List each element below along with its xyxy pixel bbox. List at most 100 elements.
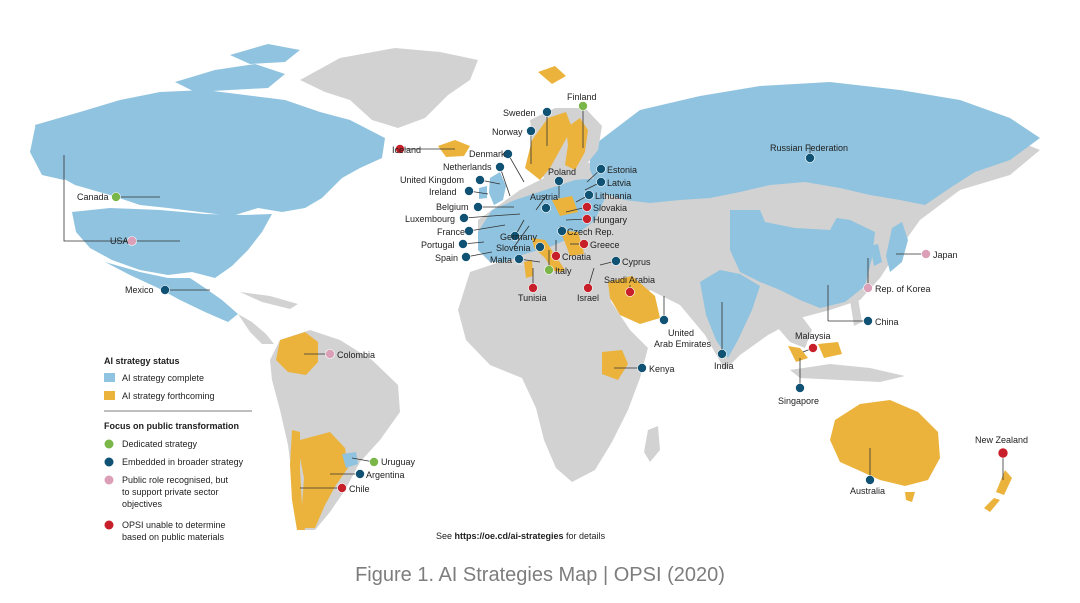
marker-finland[interactable] xyxy=(578,101,588,111)
marker-italy[interactable] xyxy=(544,265,554,275)
marker-luxembourg[interactable] xyxy=(459,213,469,223)
label-hungary: Hungary xyxy=(593,215,628,225)
new-zealand-shape[interactable] xyxy=(996,470,1012,495)
marker-norway[interactable] xyxy=(526,126,536,136)
marker-russia[interactable] xyxy=(805,153,815,163)
label-australia: Australia xyxy=(850,486,885,496)
label-poland: Poland xyxy=(548,167,576,177)
landmasses xyxy=(30,44,1040,530)
marker-greece[interactable] xyxy=(579,239,589,249)
marker-denmark[interactable] xyxy=(503,149,513,159)
marker-uae-1[interactable] xyxy=(659,315,669,325)
western-europe-shape[interactable] xyxy=(478,178,605,262)
malaysia-shape[interactable] xyxy=(788,346,808,362)
svalbard-shape xyxy=(538,66,566,84)
tasmania-shape xyxy=(905,492,915,502)
uruguay-shape[interactable] xyxy=(342,452,358,468)
marker-china[interactable] xyxy=(863,316,873,326)
marker-mexico[interactable] xyxy=(160,285,170,295)
label-new-zealand: New Zealand xyxy=(975,435,1028,445)
legend-swatch-complete xyxy=(104,373,115,382)
marker-new-zealand[interactable] xyxy=(997,447,1009,459)
marker-korea[interactable] xyxy=(863,283,873,293)
marker-saudi[interactable] xyxy=(625,287,635,297)
marker-germany[interactable] xyxy=(510,231,520,241)
marker-uk[interactable] xyxy=(475,175,485,185)
australia-shape[interactable] xyxy=(830,400,940,486)
marker-austria[interactable] xyxy=(541,203,551,213)
marker-belgium[interactable] xyxy=(473,202,483,212)
iceland-shape[interactable] xyxy=(438,140,470,157)
label-estonia: Estonia xyxy=(607,165,637,175)
korea-shape[interactable] xyxy=(870,244,882,266)
marker-cyprus[interactable] xyxy=(611,256,621,266)
marker-usa[interactable] xyxy=(127,236,137,246)
marker-lithuania[interactable] xyxy=(584,190,594,200)
caribbean-shape xyxy=(240,292,298,309)
marker-slovenia[interactable] xyxy=(535,242,545,252)
marker-sweden[interactable] xyxy=(542,107,552,117)
marker-ireland[interactable] xyxy=(464,186,474,196)
india-shape[interactable] xyxy=(700,270,760,358)
marker-hungary[interactable] xyxy=(582,214,592,224)
details-note-suffix: for details xyxy=(564,531,606,541)
indonesia-shape xyxy=(790,364,905,382)
greece-shape[interactable] xyxy=(565,242,584,256)
chile-shape[interactable] xyxy=(290,430,305,530)
colombia-shape[interactable] xyxy=(276,332,318,375)
usa-shape[interactable] xyxy=(72,208,272,278)
malaysia-borneo-shape xyxy=(818,342,842,358)
marker-malaysia[interactable] xyxy=(808,343,818,353)
argentina-shape[interactable] xyxy=(300,432,348,528)
central-america-shape xyxy=(238,314,274,344)
marker-spain[interactable] xyxy=(461,252,471,262)
marker-malta[interactable] xyxy=(514,254,524,264)
marker-chile[interactable] xyxy=(337,483,347,493)
label-czech: Czech Rep. xyxy=(567,227,614,237)
marker-argentina[interactable] xyxy=(355,469,365,479)
marker-estonia[interactable] xyxy=(596,164,606,174)
marker-czech[interactable] xyxy=(557,226,567,236)
saudi-arabia-shape[interactable] xyxy=(608,276,660,324)
mexico-shape[interactable] xyxy=(105,262,238,322)
details-note-link[interactable]: https://oe.cd/ai-strategies xyxy=(455,531,564,541)
japan-shape[interactable] xyxy=(886,222,908,272)
finland-shape[interactable] xyxy=(565,118,588,170)
tunisia-shape[interactable] xyxy=(524,260,533,278)
uk-shape[interactable] xyxy=(489,172,506,205)
canada-shape[interactable] xyxy=(35,90,385,216)
marker-slovakia[interactable] xyxy=(582,202,592,212)
kenya-shape[interactable] xyxy=(602,350,628,380)
marker-japan[interactable] xyxy=(921,249,931,259)
details-note-prefix: See xyxy=(436,531,455,541)
marker-france[interactable] xyxy=(464,226,474,236)
label-lithuania: Lithuania xyxy=(595,191,632,201)
marker-croatia[interactable] xyxy=(551,251,561,261)
legend-embedded-label: Embedded in broader strategy xyxy=(122,457,244,467)
arctic-islands-shape xyxy=(175,64,285,92)
marker-latvia[interactable] xyxy=(596,177,606,187)
marker-israel[interactable] xyxy=(583,283,593,293)
ireland-shape[interactable] xyxy=(479,186,487,199)
china-shape[interactable] xyxy=(730,210,875,308)
russia-shape[interactable] xyxy=(590,82,1040,205)
norway-sweden-shape[interactable] xyxy=(525,112,572,180)
marker-uruguay[interactable] xyxy=(369,457,379,467)
marker-canada[interactable] xyxy=(111,192,121,202)
marker-portugal[interactable] xyxy=(458,239,468,249)
marker-australia[interactable] xyxy=(865,475,875,485)
marker-poland[interactable] xyxy=(554,176,564,186)
marker-colombia[interactable] xyxy=(325,349,335,359)
arctic-islands-north-shape xyxy=(230,44,300,64)
country-markers xyxy=(111,101,1009,493)
marker-kenya[interactable] xyxy=(637,363,647,373)
marker-singapore[interactable] xyxy=(795,383,805,393)
label-latvia: Latvia xyxy=(607,178,631,188)
madagascar-shape xyxy=(644,426,660,462)
marker-tunisia[interactable] xyxy=(528,283,538,293)
marker-iceland[interactable] xyxy=(395,144,405,154)
country-labels: Finland Sweden Norway Iceland Denmark Ne… xyxy=(77,92,1028,496)
marker-netherlands[interactable] xyxy=(495,162,505,172)
marker-india[interactable] xyxy=(717,349,727,359)
label-colombia: Colombia xyxy=(337,350,375,360)
